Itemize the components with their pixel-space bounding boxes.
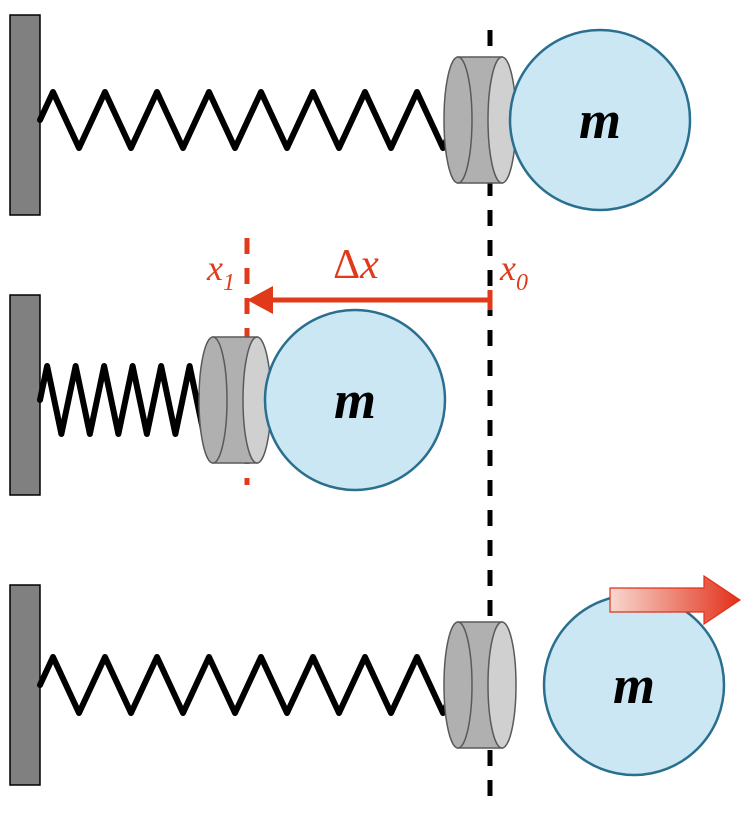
delta-x-arrow-head (247, 286, 273, 314)
spring-mass-row: m (40, 310, 445, 490)
axis-label: x0 (499, 248, 528, 296)
wall-segment (10, 15, 40, 215)
mass-label: m (579, 90, 621, 150)
wall-segment (10, 585, 40, 785)
physics-diagram: m m m x1 x0 Δx (0, 0, 745, 829)
wall-segment (10, 295, 40, 495)
spring-plate-back (444, 622, 472, 748)
spring-mass-row: m (40, 576, 740, 775)
spring-coil (40, 92, 456, 148)
mass-label: m (334, 370, 376, 430)
spring-coil (40, 657, 456, 713)
spring-plate-front (488, 622, 516, 748)
axis-label: x1 (206, 248, 235, 296)
spring-mass-row: m (40, 30, 690, 210)
mass-label: m (613, 655, 655, 715)
delta-x-label: Δx (333, 242, 379, 288)
spring-coil (40, 366, 211, 434)
spring-plate-back (199, 337, 227, 463)
spring-plate-back (444, 57, 472, 183)
